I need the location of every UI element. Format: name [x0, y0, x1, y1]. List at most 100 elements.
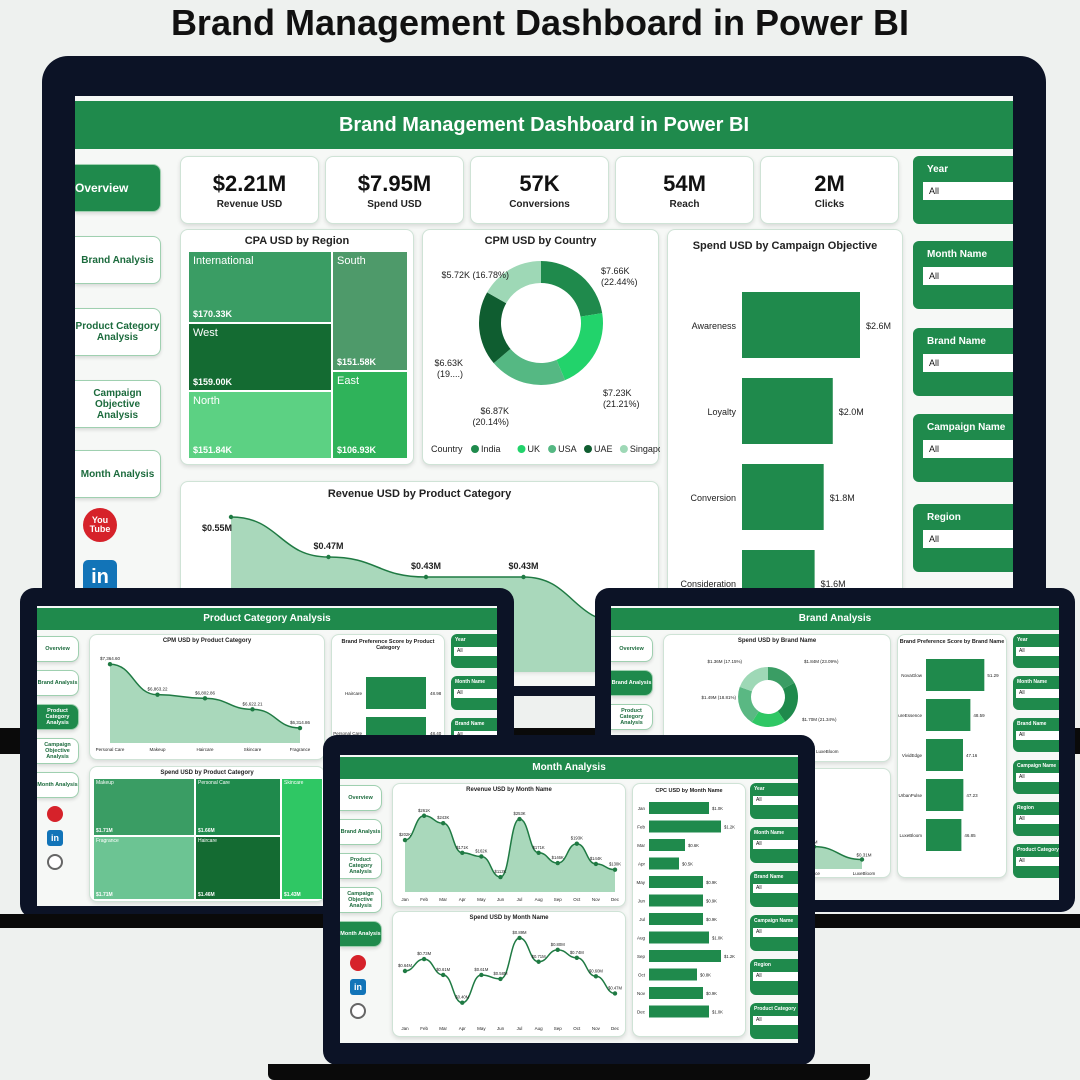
pca-nav-brand-analysis[interactable]: Brand Analysis: [37, 670, 79, 696]
ba-donut-slice[interactable]: [751, 710, 786, 727]
ma-cpc-bar[interactable]: [649, 876, 703, 888]
treemap-tile-east[interactable]: East $106.93K: [333, 372, 407, 458]
treemap-tile-north[interactable]: North $151.84K: [189, 392, 331, 458]
pca-point[interactable]: [250, 707, 255, 712]
nav-overview[interactable]: Overview: [75, 164, 161, 212]
slicer-dropdown[interactable]: All: [753, 884, 798, 893]
revenue-point[interactable]: [228, 514, 234, 520]
ma-slicer-region[interactable]: Region All: [750, 959, 798, 995]
ma-rev-point[interactable]: [402, 837, 408, 843]
legend-item-india[interactable]: India: [481, 444, 501, 454]
legend-item-singapore[interactable]: Singapore: [630, 444, 660, 454]
pca-tree-tile-skincare[interactable]: Skincare $1.43M: [282, 779, 322, 899]
slicer-dropdown[interactable]: All: [1016, 647, 1059, 656]
ba-slicer-month-name[interactable]: Month Name All: [1013, 676, 1059, 710]
donut-slice-india[interactable]: [541, 261, 603, 317]
ma-cpc-bar[interactable]: [649, 913, 703, 925]
ma-cpc-bar[interactable]: [649, 987, 703, 999]
ma-slicer-year[interactable]: Year All: [750, 783, 798, 819]
ma-spend-point[interactable]: [612, 991, 618, 996]
nav-product-category-analysis[interactable]: Product Category Analysis: [75, 308, 161, 356]
nav-campaign-objective-analysis[interactable]: Campaign Objective Analysis: [75, 380, 161, 428]
slicer-dropdown[interactable]: All: [753, 796, 798, 805]
pca-tree-tile-haircare[interactable]: Haircare $1.46M: [196, 837, 280, 899]
slicer-dropdown[interactable]: All: [1016, 857, 1059, 866]
ba-bps-bar[interactable]: [926, 739, 963, 771]
bar-conversion[interactable]: [742, 464, 824, 530]
ma-cpc-bar[interactable]: [649, 968, 697, 981]
ma-rev-point[interactable]: [517, 816, 522, 822]
ma-spend-point[interactable]: [460, 1000, 465, 1005]
slicer-dropdown[interactable]: All: [1016, 731, 1059, 740]
slicer-dropdown[interactable]: All: [923, 530, 1013, 548]
ba-bps-bar[interactable]: [926, 659, 985, 691]
pca-youtube-icon[interactable]: [47, 806, 63, 822]
slicer-dropdown[interactable]: All: [923, 354, 1013, 372]
ma-web-icon[interactable]: [350, 1003, 366, 1019]
ba-slicer-brand-name[interactable]: Brand Name All: [1013, 718, 1059, 752]
slicer-dropdown[interactable]: All: [753, 928, 798, 937]
ma-cpc-bar[interactable]: [649, 950, 721, 962]
pca-linkedin-icon[interactable]: in: [47, 830, 63, 846]
donut-slice-uk[interactable]: [556, 313, 603, 381]
donut-slice-usa[interactable]: [493, 348, 566, 385]
ba-slicer-product-category[interactable]: Product Category All: [1013, 844, 1059, 878]
treemap-tile-south[interactable]: South $151.58K: [333, 252, 407, 370]
ma-rev-point[interactable]: [421, 813, 427, 818]
ma-rev-point[interactable]: [479, 854, 484, 859]
legend-item-uae[interactable]: UAE: [594, 444, 613, 454]
pca-slicer-year[interactable]: Year All: [451, 634, 497, 668]
slicer-dropdown[interactable]: All: [1016, 773, 1059, 782]
ma-cpc-bar[interactable]: [649, 820, 721, 833]
slicer-dropdown[interactable]: All: [923, 440, 1013, 458]
ma-youtube-icon[interactable]: [350, 955, 366, 971]
ma-rev-point[interactable]: [555, 860, 560, 866]
nav-month-analysis[interactable]: Month Analysis: [75, 450, 161, 498]
ma-spend-point[interactable]: [555, 947, 560, 953]
pca-nav-overview[interactable]: Overview: [37, 636, 79, 662]
ma-slicer-product-category[interactable]: Product Category All: [750, 1003, 798, 1039]
ma-rev-point[interactable]: [460, 850, 465, 855]
bar-awareness[interactable]: [742, 292, 860, 358]
ma-spend-point[interactable]: [593, 974, 599, 979]
ma-rev-point[interactable]: [440, 820, 446, 826]
pca-nav-product-category-analysis[interactable]: Product Category Analysis: [37, 704, 79, 730]
ma-spend-point[interactable]: [440, 972, 446, 978]
ma-rev-point[interactable]: [593, 861, 599, 867]
revenue-point[interactable]: [326, 554, 331, 560]
pca-point[interactable]: [155, 692, 160, 697]
ma-cpc-bar[interactable]: [649, 1005, 709, 1018]
ma-cpc-bar[interactable]: [649, 802, 709, 814]
ma-cpc-bar[interactable]: [649, 894, 703, 907]
donut-slice-uae[interactable]: [479, 292, 511, 364]
slicer-dropdown[interactable]: All: [753, 840, 798, 849]
treemap-tile-west[interactable]: West $159.00K: [189, 324, 331, 390]
ba-slicer-campaign-name[interactable]: Campaign Name All: [1013, 760, 1059, 794]
ba-donut-slice[interactable]: [738, 686, 759, 723]
slicer-dropdown[interactable]: All: [753, 1016, 798, 1025]
slicer-dropdown[interactable]: All: [1016, 689, 1059, 698]
ma-cpc-bar[interactable]: [649, 839, 685, 851]
slicer-year[interactable]: Year All: [913, 156, 1013, 224]
treemap-tile-international[interactable]: International $170.33K: [189, 252, 331, 322]
ba-bps-bar[interactable]: [926, 779, 964, 811]
revenue-point[interactable]: [423, 574, 429, 580]
pca-nav-campaign-objective-analysis[interactable]: Campaign Objective Analysis: [37, 738, 79, 764]
slicer-dropdown[interactable]: All: [923, 182, 1013, 200]
ba-donut-slice[interactable]: [739, 667, 768, 692]
ma-nav-product-category-analysis[interactable]: Product Category Analysis: [340, 853, 382, 879]
pca-slicer-month-name[interactable]: Month Name All: [451, 676, 497, 710]
ba-point[interactable]: [859, 857, 865, 862]
ma-linkedin-icon[interactable]: in: [350, 979, 366, 995]
pca-tree-tile-fragrance[interactable]: Fragrance $1.71M: [94, 837, 194, 899]
pca-tree-tile-makeup[interactable]: Makeup $1.71M: [94, 779, 194, 835]
ba-nav-product-category-analysis[interactable]: Product Category Analysis: [611, 704, 653, 730]
pca-nav-month-analysis[interactable]: Month Analysis: [37, 772, 79, 798]
ma-cpc-bar[interactable]: [649, 857, 679, 870]
ma-spend-point[interactable]: [536, 959, 541, 964]
ma-spend-point[interactable]: [479, 972, 484, 978]
ba-bps-bar[interactable]: [926, 699, 971, 731]
ba-donut-slice[interactable]: [777, 682, 798, 722]
ma-spend-point[interactable]: [517, 935, 522, 941]
bar-loyalty[interactable]: [742, 378, 833, 444]
